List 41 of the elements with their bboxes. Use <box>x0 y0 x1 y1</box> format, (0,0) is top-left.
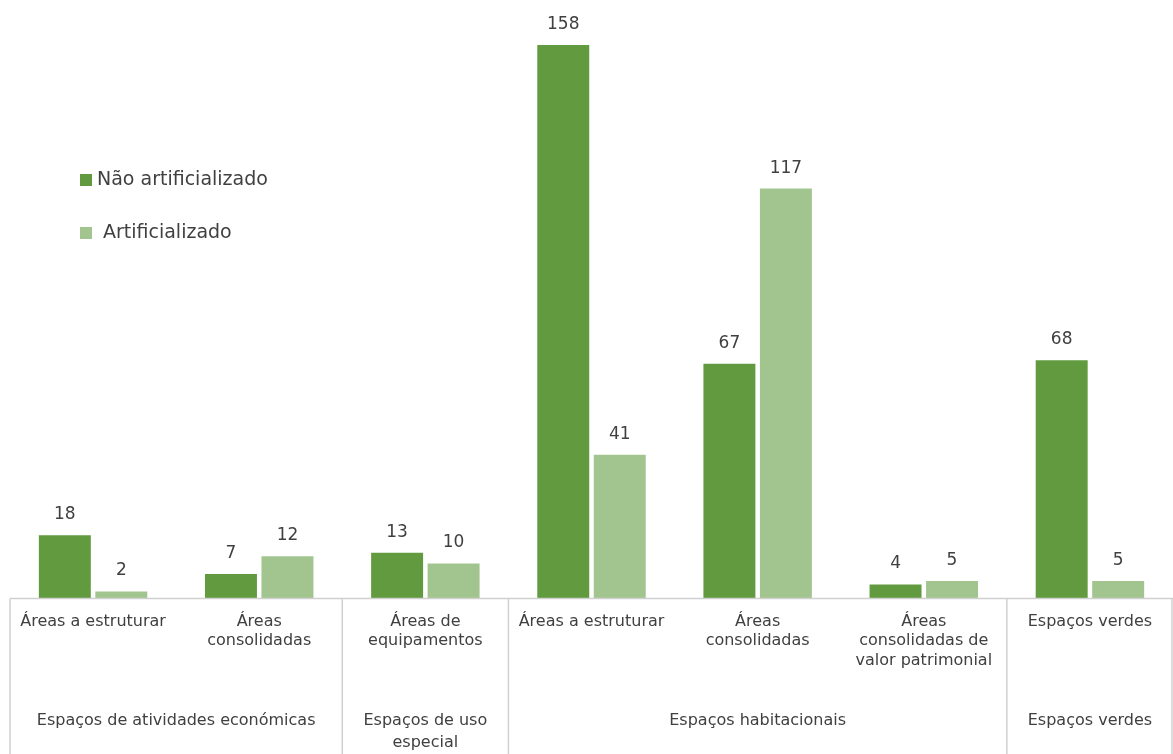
legend-label: Não artificializado <box>97 166 268 189</box>
bar <box>537 45 590 599</box>
x-tick-label: Áreas a estruturar <box>518 611 665 631</box>
data-label: 5 <box>946 548 958 569</box>
bar <box>926 580 979 599</box>
x-tick-label: Áreas consolidadas de valor patrimonial <box>855 611 993 669</box>
bar <box>759 188 812 599</box>
data-label: 7 <box>225 541 237 562</box>
bar <box>427 563 480 599</box>
text: Espaços de uso especial <box>363 710 488 752</box>
data-label: 12 <box>276 524 299 545</box>
bar <box>593 454 646 599</box>
bar <box>869 584 922 599</box>
bar <box>204 573 257 599</box>
data-label: 67 <box>718 331 741 352</box>
data-label: 117 <box>769 156 803 177</box>
x-tick-label: Áreas consolidadas <box>207 611 312 650</box>
data-label: 18 <box>54 503 76 524</box>
data-label: 5 <box>1112 548 1124 569</box>
data-label: 41 <box>608 422 631 443</box>
bar <box>38 535 91 599</box>
bar <box>703 363 756 599</box>
text: Espaços habitacionais <box>669 710 847 730</box>
data-label: 2 <box>115 559 127 580</box>
bar <box>1092 580 1145 599</box>
data-label: 13 <box>386 520 408 541</box>
data-label: 4 <box>890 552 901 573</box>
bar <box>371 552 424 599</box>
x-tick-label: Áreas de equipamentos <box>368 611 483 650</box>
data-label: 68 <box>1050 328 1073 349</box>
bar <box>261 556 314 599</box>
text: Espaços verdes <box>1027 710 1153 730</box>
text: Espaços de atividades económicas <box>36 710 316 730</box>
data-label: 10 <box>442 531 465 552</box>
bar <box>1035 360 1088 599</box>
legend-label: Artificializado <box>103 219 232 242</box>
x-tick-label: Espaços verdes <box>1027 611 1153 631</box>
x-tick-label: Áreas a estruturar <box>20 611 167 631</box>
data-label: 158 <box>547 12 580 33</box>
x-tick-label: Áreas consolidadas <box>705 611 810 650</box>
bar <box>95 591 148 599</box>
